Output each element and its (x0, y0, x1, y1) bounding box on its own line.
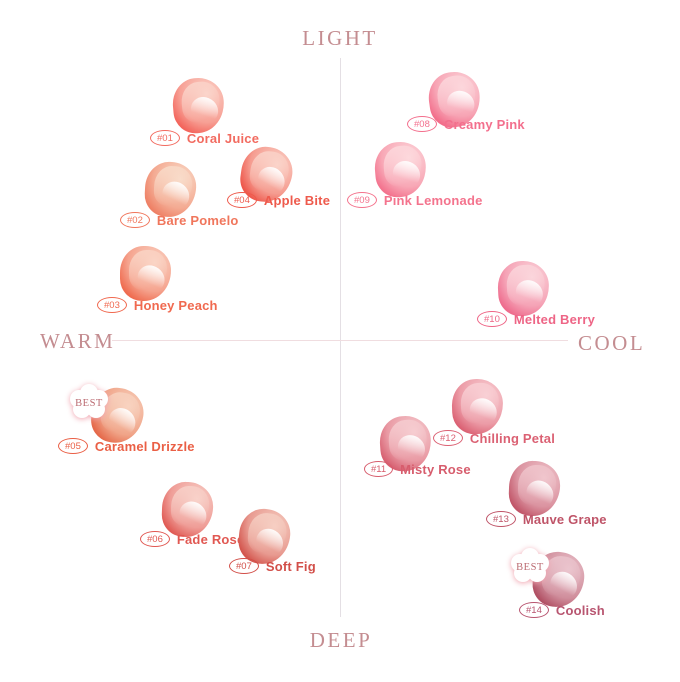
shade-label-row: #06 Fade Rose (140, 531, 244, 547)
axis-label-cool: COOL (578, 331, 646, 355)
shade-drop (451, 378, 504, 435)
axis-label-light: LIGHT (302, 26, 378, 50)
horizontal-axis-line (112, 340, 568, 341)
shade-number-badge: #09 (347, 192, 377, 208)
best-badge: BEST (511, 548, 549, 582)
shade-name: Creamy Pink (443, 116, 525, 132)
shade-name: Fade Rose (176, 531, 245, 547)
shade-name: Caramel Drizzle (94, 438, 195, 454)
shade-name: Soft Fig (265, 558, 316, 574)
shade-drop (143, 160, 198, 219)
shade-number-badge: #08 (407, 116, 437, 132)
shade-name: Pink Lemonade (383, 192, 483, 208)
shade-number-badge: #01 (150, 130, 180, 146)
shade-label-row: #07 Soft Fig (229, 558, 316, 574)
shade-drop (508, 460, 561, 517)
shade-drop (496, 259, 551, 318)
shade-label-row: #05 Caramel Drizzle (58, 438, 195, 454)
shade-label-row: #03 Honey Peach (97, 297, 218, 313)
shade-drop (161, 481, 214, 538)
shade-number-badge: #03 (97, 297, 127, 313)
shade-label-row: #10 Melted Berry (477, 311, 595, 327)
best-badge-label: BEST (516, 562, 544, 573)
best-badge-label: BEST (75, 398, 103, 409)
shade-label-row: #13 Mauve Grape (486, 511, 607, 527)
shade-number-badge: #06 (140, 531, 170, 547)
shade-label-row: #09 Pink Lemonade (347, 192, 483, 208)
shade-label-row: #11 Misty Rose (364, 461, 471, 477)
shade-drop (170, 75, 227, 136)
shade-number-badge: #14 (519, 602, 549, 618)
shade-number-badge: #13 (486, 511, 516, 527)
shade-number-badge: #11 (364, 461, 394, 477)
shade-label-row: #12 Chilling Petal (433, 430, 555, 446)
shade-name: Apple Bite (263, 192, 331, 208)
shade-name: Melted Berry (513, 311, 596, 327)
shade-name: Misty Rose (400, 461, 471, 477)
shade-name: Coral Juice (186, 130, 260, 146)
shade-label-row: #14 Coolish (519, 602, 605, 618)
shade-number-badge: #07 (229, 558, 259, 574)
shade-label-row: #08 Creamy Pink (407, 116, 525, 132)
shade-name: Coolish (555, 602, 605, 618)
axis-label-warm: WARM (40, 329, 116, 353)
shade-number-badge: #10 (477, 311, 507, 327)
vertical-axis-line (340, 58, 341, 617)
shade-label-row: #04 Apple Bite (227, 192, 330, 208)
shade-name: Mauve Grape (522, 511, 607, 527)
shade-name: Bare Pomelo (156, 212, 239, 228)
axis-label-deep: DEEP (309, 628, 373, 652)
shade-name: Honey Peach (133, 297, 218, 313)
shade-name: Chilling Petal (469, 430, 556, 446)
shade-label-row: #02 Bare Pomelo (120, 212, 239, 228)
shade-label-row: #01 Coral Juice (150, 130, 259, 146)
shade-number-badge: #05 (58, 438, 88, 454)
shade-drop (372, 139, 429, 200)
shade-number-badge: #04 (227, 192, 257, 208)
shade-number-badge: #02 (120, 212, 150, 228)
best-badge: BEST (70, 384, 108, 418)
shade-drop (120, 246, 171, 301)
shade-number-badge: #12 (433, 430, 463, 446)
